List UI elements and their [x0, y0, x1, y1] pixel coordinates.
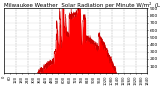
- Text: Milwaukee Weather  Solar Radiation per Minute W/m²  (Last 24 Hours): Milwaukee Weather Solar Radiation per Mi…: [4, 2, 160, 8]
